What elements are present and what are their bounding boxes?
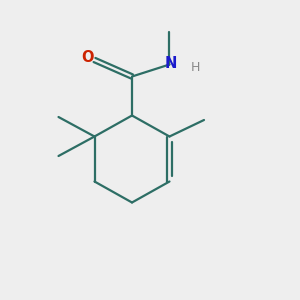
Text: O: O [81, 50, 93, 65]
Text: N: N [164, 56, 177, 70]
Text: H: H [190, 61, 200, 74]
